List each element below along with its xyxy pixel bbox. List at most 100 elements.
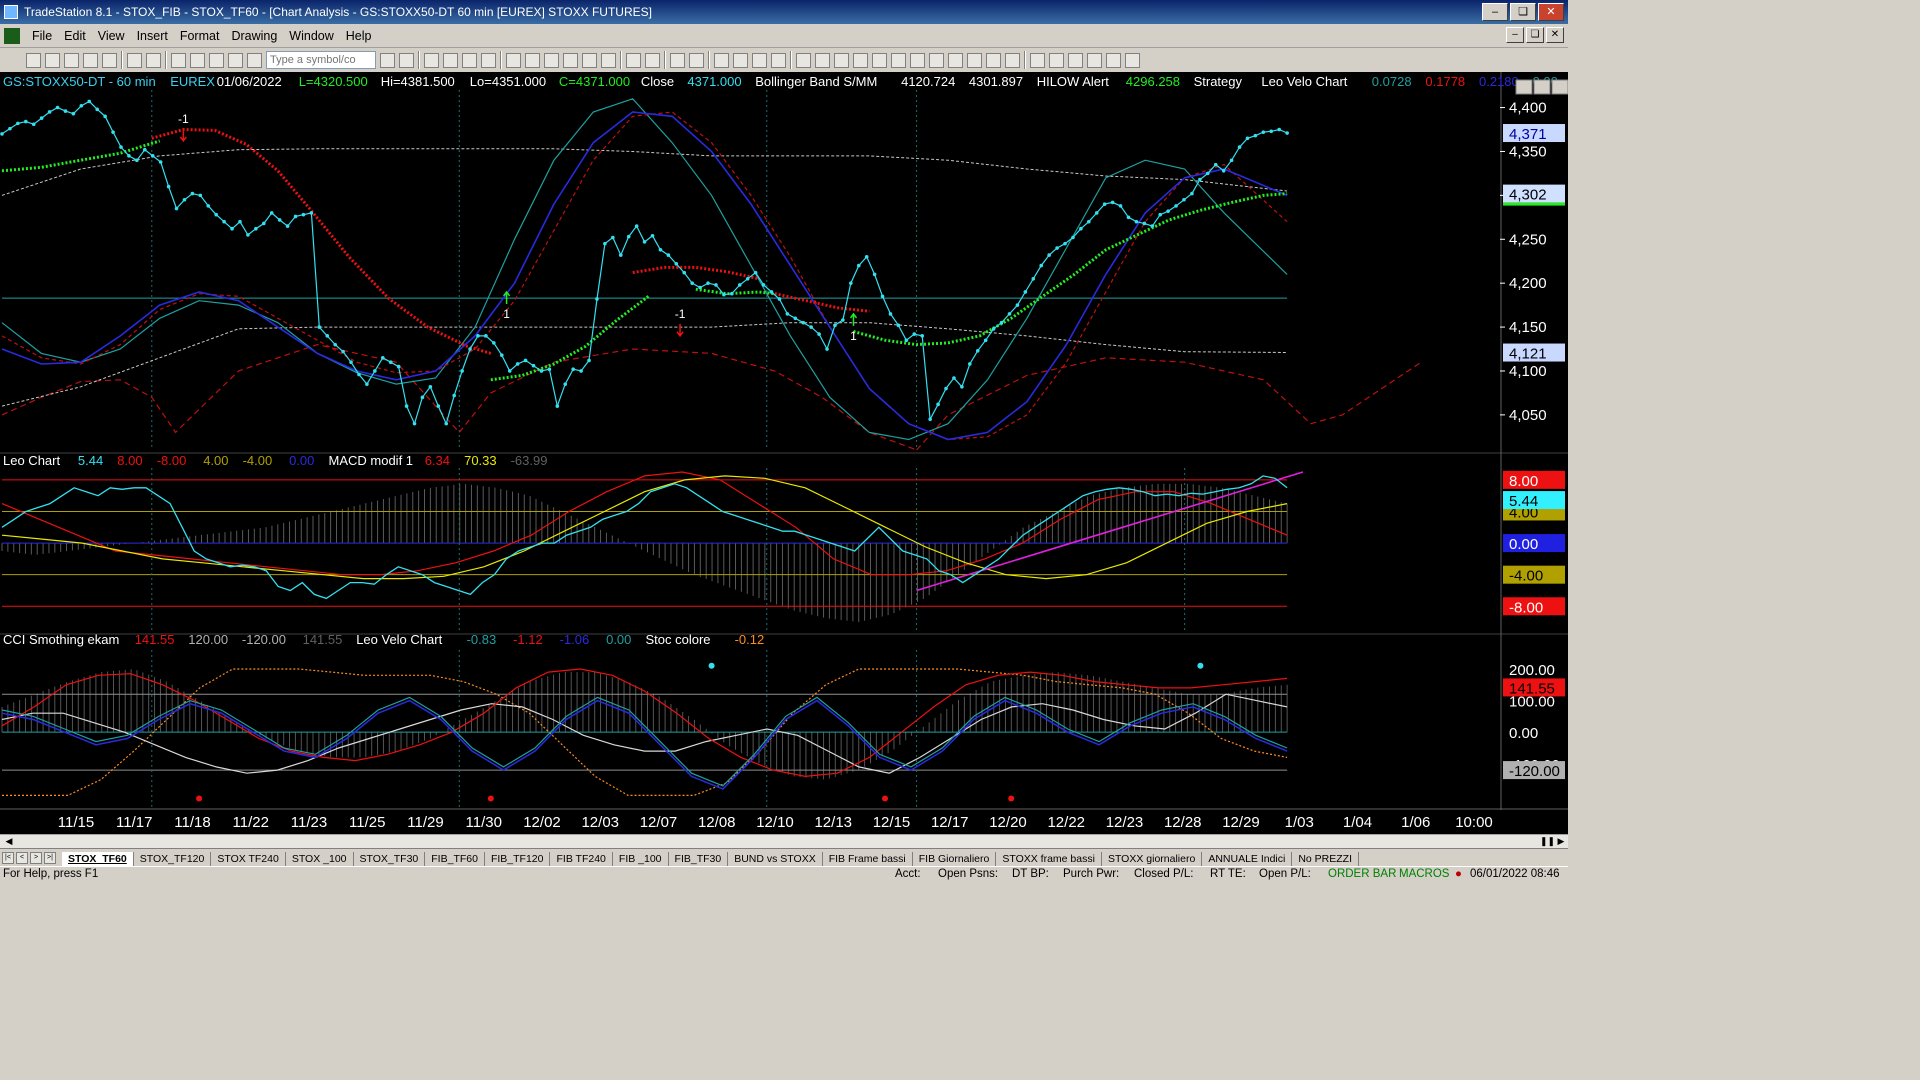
andrews-pitchfork-icon[interactable]: [891, 52, 906, 68]
fibonacci-icon[interactable]: [853, 52, 868, 68]
tab-last-icon[interactable]: >|: [44, 852, 56, 864]
insert-study-icon[interactable]: [544, 52, 559, 68]
window-icon[interactable]: [171, 52, 186, 68]
radar-screen-icon[interactable]: [443, 52, 458, 68]
menu-file[interactable]: File: [32, 28, 53, 43]
scroll-end-icon[interactable]: ❚❚: [1540, 836, 1556, 846]
menu-window[interactable]: Window: [289, 28, 334, 43]
gann-fan-icon[interactable]: [967, 52, 982, 68]
matrix-icon[interactable]: [462, 52, 477, 68]
tab-fib-100[interactable]: FIB _100: [613, 852, 669, 866]
minimize-button[interactable]: –: [1482, 3, 1508, 21]
new-workspace-icon[interactable]: [83, 52, 98, 68]
menu-format[interactable]: Format: [179, 28, 220, 43]
symbol-input[interactable]: [266, 51, 376, 69]
macros-button[interactable]: MACROS: [1399, 868, 1450, 880]
link-icon[interactable]: [228, 52, 243, 68]
restore-button[interactable]: ❏: [1510, 3, 1536, 21]
chart-canvas[interactable]: GS:STOXX50-DT - 60 min EUREX 01/06/2022 L=4…: [0, 72, 1568, 834]
arc-icon[interactable]: [872, 52, 887, 68]
tab-next-icon[interactable]: >: [30, 852, 42, 864]
tab-annuale-indici[interactable]: ANNUALE Indici: [1202, 852, 1293, 866]
edit-icon[interactable]: [247, 52, 262, 68]
new-icon[interactable]: [26, 52, 41, 68]
mdi-restore-button[interactable]: ❏: [1526, 27, 1544, 43]
rectangle-icon[interactable]: [1106, 52, 1121, 68]
chart-window-icon[interactable]: [4, 27, 20, 44]
zoom-out-icon[interactable]: [689, 52, 704, 68]
chart-analysis-icon[interactable]: [424, 52, 439, 68]
horizontal-line-icon[interactable]: [834, 52, 849, 68]
tab-no-prezzi[interactable]: No PREZZI: [1292, 852, 1360, 866]
price-point: [428, 384, 433, 389]
stoch-dot-3: [882, 795, 889, 802]
menu-help[interactable]: Help: [345, 28, 372, 43]
scroll-right-arrow-icon[interactable]: ▶: [1557, 836, 1565, 846]
ohlc-icon[interactable]: [601, 52, 616, 68]
scanner-icon[interactable]: [481, 52, 496, 68]
pointer-icon[interactable]: [714, 52, 729, 68]
price-point: [166, 184, 171, 189]
lock-icon[interactable]: [209, 52, 224, 68]
mdi-close-button[interactable]: ✕: [1546, 27, 1564, 43]
tab-stoxx-frame-bassi[interactable]: STOXX frame bassi: [996, 852, 1102, 866]
cursor-data-icon[interactable]: [733, 52, 748, 68]
cycle-icon[interactable]: [986, 52, 1001, 68]
arrow-measure-icon[interactable]: [948, 52, 963, 68]
order-bar-button[interactable]: ORDER BAR: [1328, 868, 1397, 880]
mdi-minimize-button[interactable]: –: [1506, 27, 1524, 43]
open-workspace-icon[interactable]: [64, 52, 79, 68]
tab-stox-100[interactable]: STOX _100: [286, 852, 354, 866]
trendline-icon[interactable]: [796, 52, 811, 68]
tab-fib-giornaliero[interactable]: FIB Giornaliero: [913, 852, 997, 866]
close-button[interactable]: ✕: [1538, 3, 1564, 21]
menu-drawing[interactable]: Drawing: [231, 28, 278, 43]
tab-first-icon[interactable]: |<: [2, 852, 14, 864]
up-arrow-icon[interactable]: [1068, 52, 1083, 68]
tab-stox-tf60[interactable]: STOX_TF60: [62, 852, 134, 866]
tab-stox-tf30[interactable]: STOX_TF30: [354, 852, 426, 866]
freehand-icon[interactable]: [1005, 52, 1020, 68]
open-icon[interactable]: [45, 52, 60, 68]
scroll-left-arrow-icon[interactable]: ◀: [5, 836, 13, 846]
tab-fib-tf30[interactable]: FIB_TF30: [669, 852, 729, 866]
symbol-lookup-icon[interactable]: [399, 52, 414, 68]
vertical-lines-icon[interactable]: [815, 52, 830, 68]
candle-icon[interactable]: [582, 52, 597, 68]
tab-fib-tf240[interactable]: FIB TF240: [550, 852, 613, 866]
insert-strategy-icon[interactable]: [525, 52, 540, 68]
tab-stox-tf240[interactable]: STOX TF240: [211, 852, 286, 866]
horizontal-scrollbar[interactable]: ◀ ❚❚ ▶: [0, 834, 1568, 848]
curve-icon[interactable]: [1030, 52, 1045, 68]
go-arrow-icon[interactable]: [380, 52, 395, 68]
regression-icon[interactable]: [929, 52, 944, 68]
tab-fib-tf60[interactable]: FIB_TF60: [425, 852, 485, 866]
print-preview-icon[interactable]: [127, 52, 142, 68]
text-icon[interactable]: [1125, 52, 1140, 68]
scroll-right-icon[interactable]: [645, 52, 660, 68]
scroll-left-icon[interactable]: [626, 52, 641, 68]
save-icon[interactable]: [102, 52, 117, 68]
tab-prev-icon[interactable]: <: [16, 852, 28, 864]
magnet-icon[interactable]: [752, 52, 767, 68]
delete-drawing-icon[interactable]: [771, 52, 786, 68]
insert-indicator-icon[interactable]: [506, 52, 521, 68]
tab-fib-frame-bassi[interactable]: FIB Frame bassi: [823, 852, 913, 866]
zoom-in-icon[interactable]: [670, 52, 685, 68]
price-point: [16, 121, 20, 126]
menu-view[interactable]: View: [97, 28, 125, 43]
down-arrow-icon[interactable]: [1049, 52, 1064, 68]
menu-edit[interactable]: Edit: [64, 28, 86, 43]
tab-stoxx-giornaliero[interactable]: STOXX giornaliero: [1102, 852, 1203, 866]
tab-fib-tf120[interactable]: FIB_TF120: [485, 852, 551, 866]
speed-lines-icon[interactable]: [910, 52, 925, 68]
format-icon[interactable]: [190, 52, 205, 68]
chart-analysis-window[interactable]: GS:STOXX50-DT - 60 min EUREX 01/06/2022 L=4…: [0, 72, 1568, 834]
tab-stox-tf120[interactable]: STOX_TF120: [134, 852, 212, 866]
ellipse-icon[interactable]: [1087, 52, 1102, 68]
menu-insert[interactable]: Insert: [136, 28, 168, 43]
envelope-red-dashed-2: [916, 357, 1422, 451]
print-icon[interactable]: [146, 52, 161, 68]
bar-type-icon[interactable]: [563, 52, 578, 68]
tab-bund-vs-stoxx[interactable]: BUND vs STOXX: [728, 852, 823, 866]
